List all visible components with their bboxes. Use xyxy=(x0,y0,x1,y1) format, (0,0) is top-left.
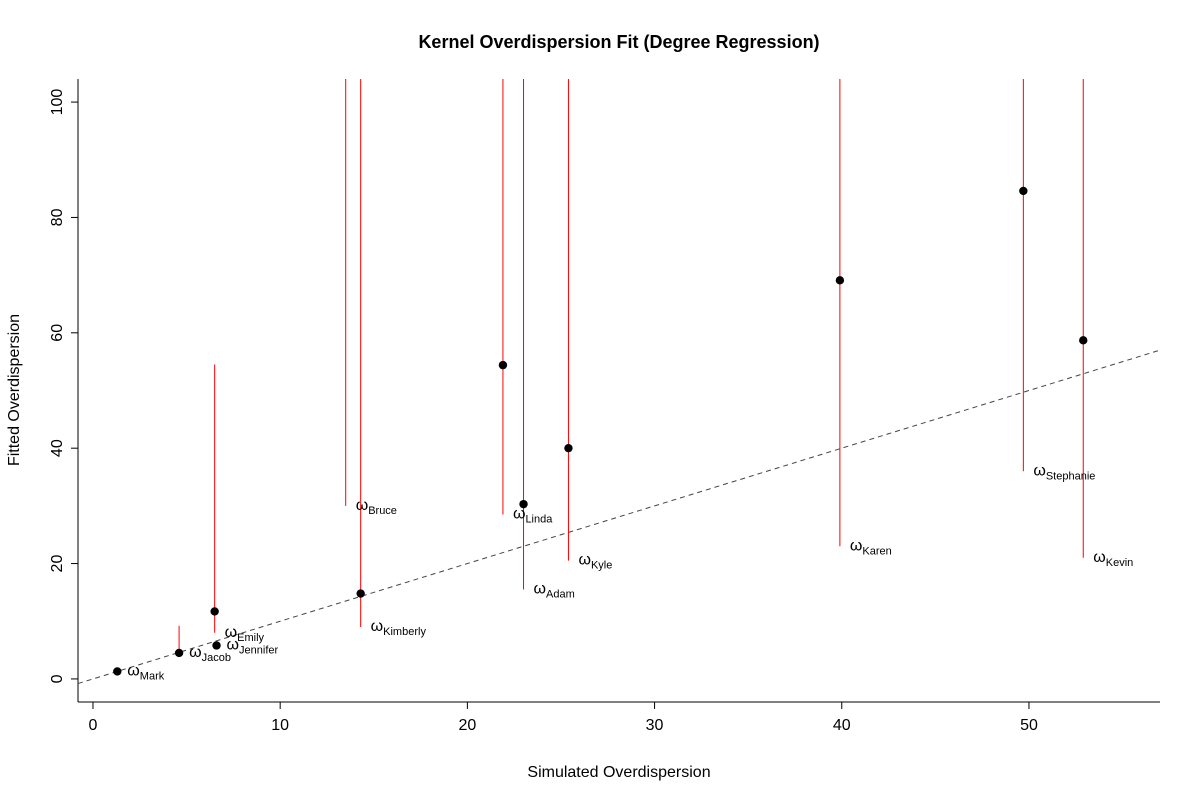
y-axis-label: Fitted Overdispersion xyxy=(6,314,23,466)
y-tick-label: 100 xyxy=(49,89,66,116)
point-label: ωMark xyxy=(127,662,164,682)
data-point xyxy=(1019,186,1028,196)
data-point xyxy=(498,360,508,370)
x-tick-label: 30 xyxy=(646,717,664,734)
data-point xyxy=(1079,336,1088,345)
y-tick-label: 20 xyxy=(49,555,66,573)
point-label: ωKaren xyxy=(850,537,892,557)
data-points xyxy=(113,186,1088,676)
point-label: ωKimberly xyxy=(371,618,427,638)
point-label: ωAdam xyxy=(534,581,575,601)
data-point xyxy=(210,607,219,616)
interval-lines xyxy=(178,79,1084,653)
point-label: ωStephanie xyxy=(1033,462,1095,482)
y-tick-label: 80 xyxy=(49,208,66,226)
data-point xyxy=(356,589,365,598)
point-label: ωBruce xyxy=(356,497,397,517)
x-axis-label: Simulated Overdispersion xyxy=(527,764,710,781)
x-tick-label: 20 xyxy=(458,717,476,734)
y-tick-label: 60 xyxy=(49,324,66,342)
x-tick-label: 10 xyxy=(271,717,289,734)
chart-title: Kernel Overdispersion Fit (Degree Regres… xyxy=(418,32,819,52)
y-tick-label: 0 xyxy=(49,674,66,683)
data-point xyxy=(174,648,184,658)
point-label: ωKyle xyxy=(578,552,612,572)
data-point xyxy=(564,443,573,453)
x-axis-ticks: 0 10 20 30 40 50 xyxy=(89,702,1038,734)
point-label: ωLinda xyxy=(513,506,553,526)
y-axis-ticks: 0 20 40 60 80 100 xyxy=(49,89,78,683)
x-tick-label: 0 xyxy=(89,717,98,734)
data-point xyxy=(113,667,122,676)
data-point xyxy=(835,276,845,285)
point-label: ωKevin xyxy=(1093,549,1133,569)
data-point xyxy=(519,499,528,509)
point-label: ωJacob xyxy=(189,644,231,664)
y-tick-label: 40 xyxy=(49,439,66,457)
x-tick-label: 50 xyxy=(1020,717,1038,734)
point-label: ωEmily xyxy=(225,624,265,644)
point-label: ωJennifer xyxy=(227,636,279,656)
data-point xyxy=(212,641,221,650)
x-tick-label: 40 xyxy=(833,717,851,734)
